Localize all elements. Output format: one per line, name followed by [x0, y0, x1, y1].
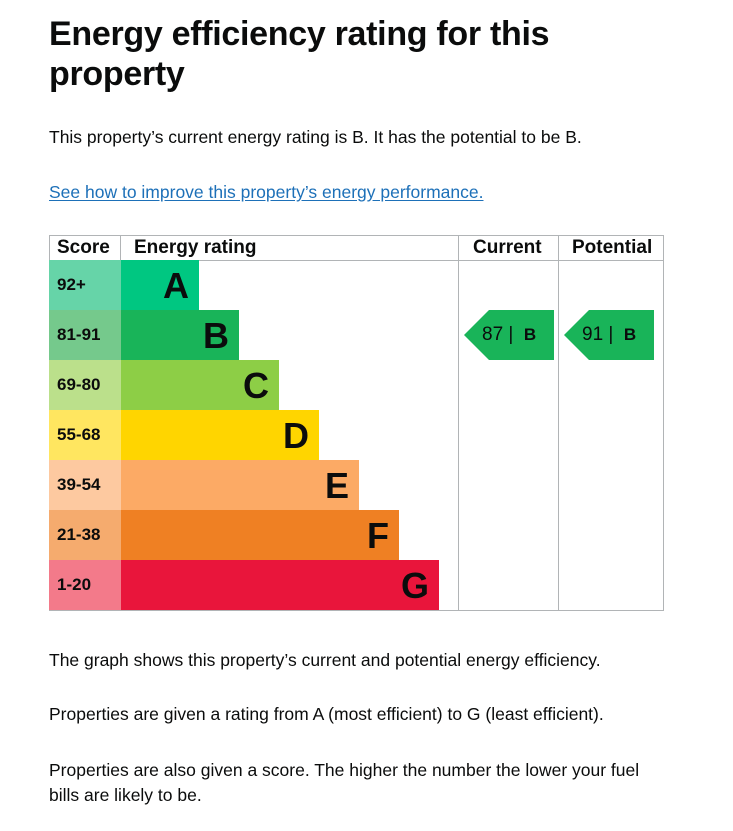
score-cell-f: 21-38: [49, 510, 121, 560]
page-title: Energy efficiency rating for this proper…: [49, 15, 550, 93]
rating-band-e: E: [121, 460, 359, 510]
grid-bottom: [49, 610, 664, 611]
grid-right: [663, 235, 664, 611]
header-potential: Potential: [572, 237, 653, 258]
current-rating-arrow: 87 | B: [464, 310, 554, 360]
score-cell-e: 39-54: [49, 460, 121, 510]
intro-text: This property’s current energy rating is…: [49, 127, 582, 147]
header-current: Current: [473, 237, 542, 258]
grid-top: [49, 235, 664, 236]
rating-band-b: B: [121, 310, 239, 360]
grid-current-left: [458, 235, 459, 611]
rating-band-letter: G: [400, 565, 429, 606]
energy-rating-chart: Score Energy rating Current Potential 92…: [49, 235, 664, 611]
grid-score-divider: [120, 235, 121, 261]
rating-band-a: A: [121, 260, 199, 310]
rating-description: Properties are given a rating from A (mo…: [49, 704, 604, 724]
potential-rating-arrow: 91 | B: [564, 310, 654, 360]
rating-band-g: G: [121, 560, 439, 610]
rating-band-f: F: [121, 510, 399, 560]
rating-band-letter: C: [243, 365, 269, 406]
graph-description: The graph shows this property’s current …: [49, 650, 601, 670]
score-cell-a: 92+: [49, 260, 121, 310]
header-score: Score: [57, 237, 110, 258]
grid-header-bottom: [49, 260, 664, 261]
grid-potential-left: [558, 235, 559, 611]
rating-band-letter: A: [163, 265, 189, 306]
rating-band-letter: B: [203, 315, 229, 356]
score-cell-g: 1-20: [49, 560, 121, 610]
score-cell-c: 69-80: [49, 360, 121, 410]
rating-band-letter: F: [367, 515, 389, 556]
current-rating-arrow-label: 87 | B: [482, 324, 537, 345]
rating-band-letter: D: [283, 415, 309, 456]
rating-band-c: C: [121, 360, 279, 410]
score-description: Properties are also given a score. The h…: [49, 760, 640, 805]
header-energy-rating: Energy rating: [134, 237, 257, 258]
score-cell-b: 81-91: [49, 310, 121, 360]
improve-performance-link[interactable]: See how to improve this property’s energ…: [49, 182, 484, 202]
rating-band-d: D: [121, 410, 319, 460]
rating-band-letter: E: [324, 465, 349, 506]
potential-rating-arrow-label: 91 | B: [582, 324, 637, 345]
score-cell-d: 55-68: [49, 410, 121, 460]
